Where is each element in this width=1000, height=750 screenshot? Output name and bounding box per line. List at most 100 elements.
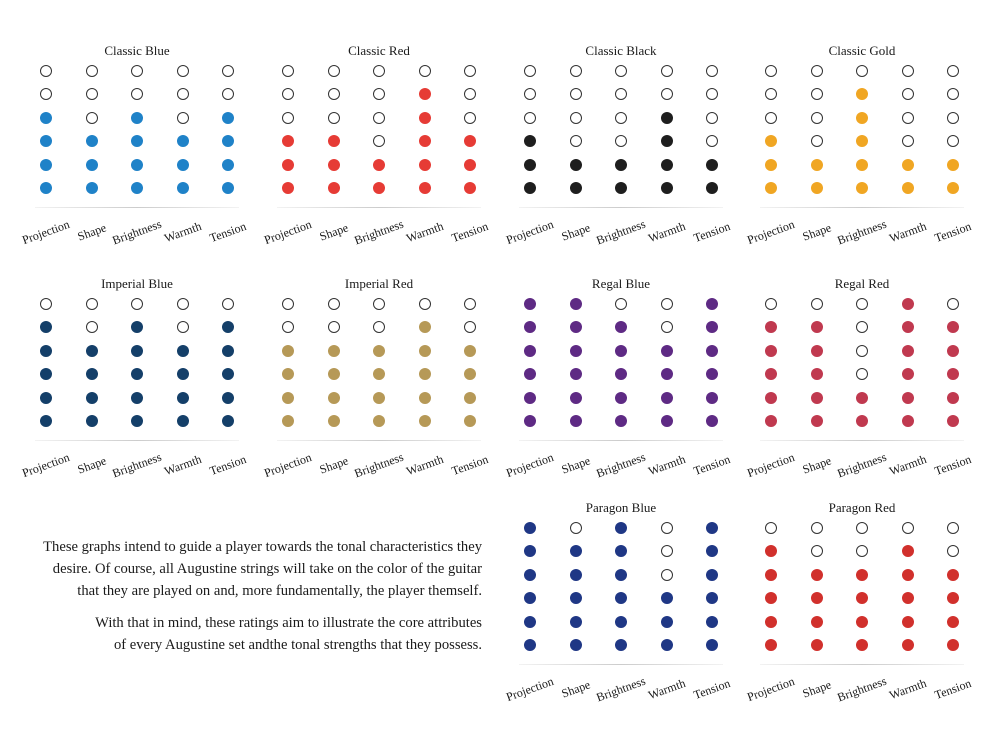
rating-dot-filled (524, 639, 536, 651)
rating-dot-filled (615, 344, 627, 357)
rating-dot-empty (901, 65, 914, 77)
rating-dot-empty (706, 88, 718, 101)
rating-chart-imperial-red: Imperial Red Projection Shape Brightness War… (262, 276, 523, 525)
rating-dot-filled (901, 158, 914, 171)
rating-dot-filled (222, 391, 234, 404)
axis-label: Tension (449, 219, 490, 246)
rating-dot-filled (524, 158, 536, 171)
rating-dot-filled (222, 135, 234, 148)
rating-dot-filled (464, 135, 476, 148)
rating-dot-empty (615, 65, 627, 77)
rating-dot-empty (947, 545, 959, 558)
rating-dot-filled (615, 592, 627, 605)
rating-dot-filled (947, 615, 959, 628)
rating-dot-empty (524, 111, 536, 124)
rating-dot-empty (660, 65, 673, 77)
rating-dot-empty (660, 321, 673, 334)
rating-dot-filled (856, 391, 868, 404)
rating-dot-filled (418, 321, 431, 334)
rating-dot-filled (85, 344, 98, 357)
rating-dot-empty (615, 111, 627, 124)
rating-dot-filled (282, 182, 294, 194)
rating-dot-empty (856, 522, 868, 534)
rating-dot-filled (327, 344, 340, 357)
rating-dot-filled (40, 391, 52, 404)
rating-dot-empty (765, 522, 777, 534)
rating-dot-filled (947, 592, 959, 605)
axis-label: Brightness (594, 450, 648, 481)
rating-dot-filled (765, 391, 777, 404)
rating-chart-classic-red: Classic Red Projection Shape Brightness Warm… (262, 43, 523, 292)
rating-dot-empty (464, 88, 476, 101)
rating-dot-empty (706, 65, 718, 77)
rating-dot-filled (327, 391, 340, 404)
axis-label: Warmth (161, 452, 203, 479)
rating-dot-empty (810, 545, 823, 558)
axis-label: Shape (75, 453, 108, 478)
axis-label: Shape (800, 453, 833, 478)
chart-baseline (519, 664, 723, 666)
chart-title: Paragon Blue (585, 500, 657, 515)
axis-label: Warmth (403, 452, 445, 479)
rating-dot-filled (901, 182, 914, 194)
rating-dot-filled (856, 615, 868, 628)
rating-dot-filled (856, 135, 868, 148)
rating-dot-filled (856, 639, 868, 651)
axis-label: Brightness (835, 450, 889, 481)
rating-dot-filled (615, 639, 627, 651)
rating-dot-filled (131, 344, 143, 357)
rating-dot-filled (176, 344, 189, 357)
rating-dot-empty (176, 321, 189, 334)
rating-dot-empty (464, 298, 476, 310)
rating-dot-empty (373, 111, 385, 124)
rating-dot-filled (222, 182, 234, 194)
rating-dot-empty (176, 111, 189, 124)
rating-dot-filled (706, 615, 718, 628)
chart-title: Classic Gold (828, 43, 896, 58)
rating-dot-filled (706, 158, 718, 171)
rating-dot-empty (810, 522, 823, 534)
rating-dot-filled (373, 344, 385, 357)
rating-dot-filled (418, 415, 431, 427)
rating-dot-empty (282, 321, 294, 334)
rating-dot-empty (660, 522, 673, 534)
rating-dot-filled (40, 321, 52, 334)
axis-label: Brightness (110, 450, 164, 481)
rating-dot-filled (615, 368, 627, 381)
rating-dot-filled (464, 182, 476, 194)
rating-dot-filled (947, 344, 959, 357)
rating-dot-filled (660, 615, 673, 628)
rating-dot-empty (176, 65, 189, 77)
rating-dot-filled (660, 111, 673, 124)
rating-dot-filled (856, 158, 868, 171)
rating-dot-filled (901, 545, 914, 558)
rating-dot-filled (810, 592, 823, 605)
rating-dot-filled (524, 135, 536, 148)
rating-dot-filled (327, 368, 340, 381)
axis-label: Tension (932, 219, 973, 246)
rating-dot-empty (856, 344, 868, 357)
rating-dot-filled (901, 615, 914, 628)
rating-dot-filled (85, 158, 98, 171)
rating-dot-empty (660, 298, 673, 310)
rating-dot-empty (947, 88, 959, 101)
rating-dot-empty (810, 65, 823, 77)
description-line: These graphs intend to guide a player to… (43, 539, 482, 555)
rating-dot-empty (856, 368, 868, 381)
axis-label: Shape (800, 220, 833, 245)
rating-chart-classic-gold: Classic Gold Projection Shape Brightness War… (745, 43, 1000, 292)
rating-dot-empty (947, 135, 959, 148)
rating-dot-filled (569, 368, 582, 381)
rating-dot-filled (615, 415, 627, 427)
rating-chart-classic-blue: Classic Blue Projection Shape Brightness War… (20, 43, 281, 292)
rating-dot-empty (373, 321, 385, 334)
rating-dot-filled (373, 158, 385, 171)
rating-dot-empty (282, 298, 294, 310)
axis-label: Brightness (352, 450, 406, 481)
rating-dot-filled (524, 321, 536, 334)
rating-chart-regal-blue: Regal Blue Projection Shape Brightness Warmt… (504, 276, 765, 525)
rating-dot-filled (615, 615, 627, 628)
rating-dot-empty (327, 321, 340, 334)
rating-dot-filled (464, 415, 476, 427)
rating-dot-filled (765, 368, 777, 381)
